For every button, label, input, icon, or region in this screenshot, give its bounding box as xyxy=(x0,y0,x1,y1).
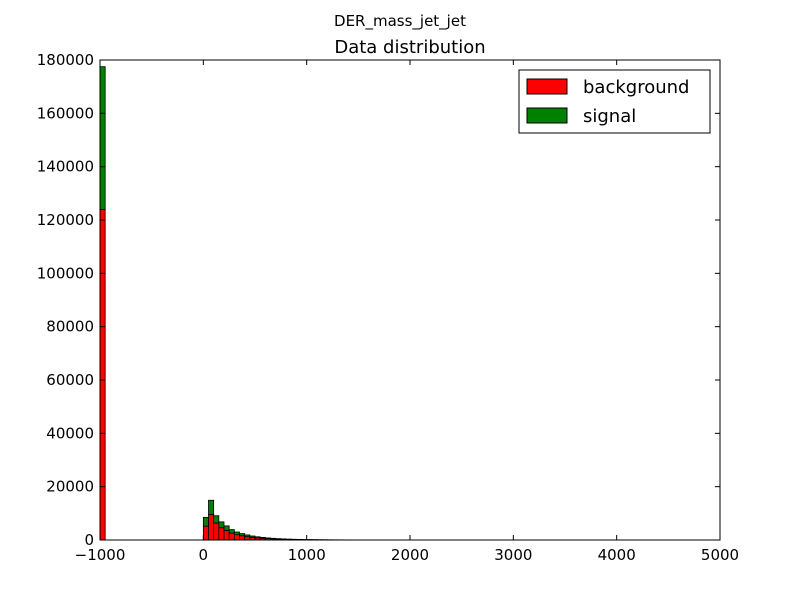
legend-label-background: background xyxy=(583,77,689,98)
bar-signal xyxy=(249,535,256,538)
legend-swatch-background xyxy=(526,78,568,95)
y-tick-label: 100000 xyxy=(37,264,94,282)
bar-signal xyxy=(213,515,220,524)
x-axis: −1000 0 1000 2000 3000 4000 5000 xyxy=(75,60,739,564)
bar-signal xyxy=(223,525,230,531)
bar-signal xyxy=(264,537,271,540)
bar-signal xyxy=(259,537,266,539)
bar-background xyxy=(239,535,246,541)
y-tick-label: 80000 xyxy=(46,318,94,336)
bar-background xyxy=(99,208,106,541)
plot-area-background xyxy=(100,60,720,540)
y-tick-label: 140000 xyxy=(37,158,94,176)
y-tick-label: 160000 xyxy=(37,104,94,122)
y-tick-label: 0 xyxy=(84,531,94,549)
bar-background xyxy=(202,525,209,541)
bar-background xyxy=(213,522,220,541)
chart-title: Data distribution xyxy=(334,37,485,58)
x-tick-label: 3000 xyxy=(494,546,532,564)
bar-background xyxy=(223,530,230,541)
bar-signal xyxy=(233,531,240,536)
x-tick-label: 5000 xyxy=(701,546,739,564)
x-tick-label: 2000 xyxy=(391,546,429,564)
figure-suptitle: DER_mass_jet_jet xyxy=(334,12,466,31)
x-tick-label: −1000 xyxy=(75,546,126,564)
bar-background xyxy=(218,527,225,541)
y-tick-label: 120000 xyxy=(37,211,94,229)
bar-background xyxy=(233,534,240,541)
x-tick-label: 1000 xyxy=(288,546,326,564)
bar-signal xyxy=(99,66,106,210)
y-axis: 0 20000 40000 60000 80000 100000 120000 140000 1… xyxy=(37,51,720,549)
y-tick-label: 180000 xyxy=(37,51,94,69)
legend-label-signal: signal xyxy=(583,106,636,127)
y-tick-label: 20000 xyxy=(46,478,94,496)
y-tick-label: 60000 xyxy=(46,371,94,389)
y-tick-label: 40000 xyxy=(46,424,94,442)
bar-background xyxy=(228,532,235,541)
bar-signal xyxy=(218,521,225,529)
bar-signal xyxy=(270,537,277,540)
x-tick-label: 0 xyxy=(199,546,209,564)
x-tick-label: 4000 xyxy=(598,546,636,564)
bar-signal xyxy=(239,533,246,537)
bar-signal xyxy=(208,499,215,515)
legend-swatch-signal xyxy=(526,107,568,124)
bar-background xyxy=(208,514,215,541)
bar-signal xyxy=(254,536,261,539)
bar-signal xyxy=(228,529,235,534)
legend: background signal xyxy=(518,69,711,134)
bar-signal xyxy=(244,534,251,538)
bar-signal xyxy=(202,516,209,527)
